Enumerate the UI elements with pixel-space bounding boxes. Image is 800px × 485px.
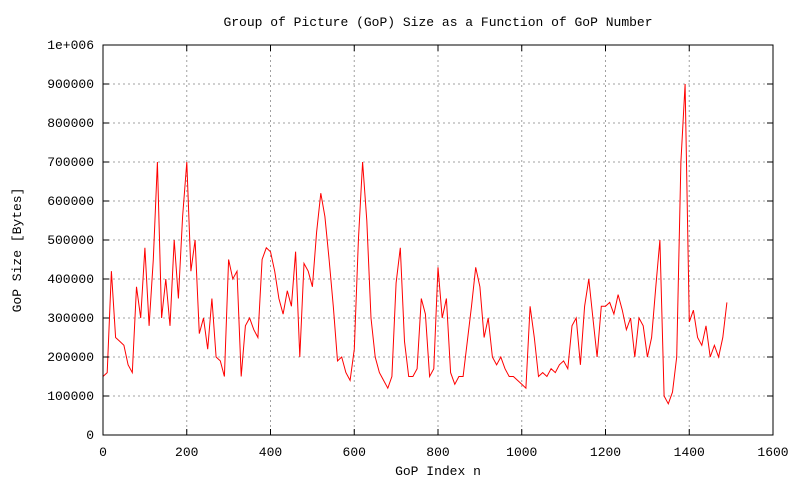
- y-tick-label: 100000: [47, 389, 94, 404]
- y-tick-label: 700000: [47, 155, 94, 170]
- x-tick-label: 800: [426, 445, 449, 460]
- y-tick-label: 900000: [47, 77, 94, 92]
- series-layer: [102, 83, 728, 406]
- x-tick-label: 0: [99, 445, 107, 460]
- y-tick-label: 200000: [47, 350, 94, 365]
- series-line: [102, 83, 728, 406]
- y-tick-label: 0: [86, 428, 94, 443]
- y-tick-label: 800000: [47, 116, 94, 131]
- y-tick-label: 500000: [47, 233, 94, 248]
- y-tick-label: 1e+006: [47, 38, 94, 53]
- x-tick-label: 200: [175, 445, 198, 460]
- x-axis-label: GoP Index n: [395, 464, 481, 479]
- x-tick-label: 1200: [590, 445, 621, 460]
- x-tick-label: 1000: [506, 445, 537, 460]
- y-tick-label: 600000: [47, 194, 94, 209]
- grid: [103, 45, 773, 435]
- y-tick-label: 400000: [47, 272, 94, 287]
- y-axis-label: GoP Size [Bytes]: [10, 188, 25, 313]
- y-tick-label: 300000: [47, 311, 94, 326]
- x-tick-label: 400: [259, 445, 282, 460]
- chart-title: Group of Picture (GoP) Size as a Functio…: [223, 15, 652, 30]
- x-tick-label: 1400: [674, 445, 705, 460]
- x-tick-label: 600: [343, 445, 366, 460]
- x-tick-label: 1600: [757, 445, 788, 460]
- ticks: 0 100000 200000 300000 400000 500000 600000 700…: [47, 38, 788, 460]
